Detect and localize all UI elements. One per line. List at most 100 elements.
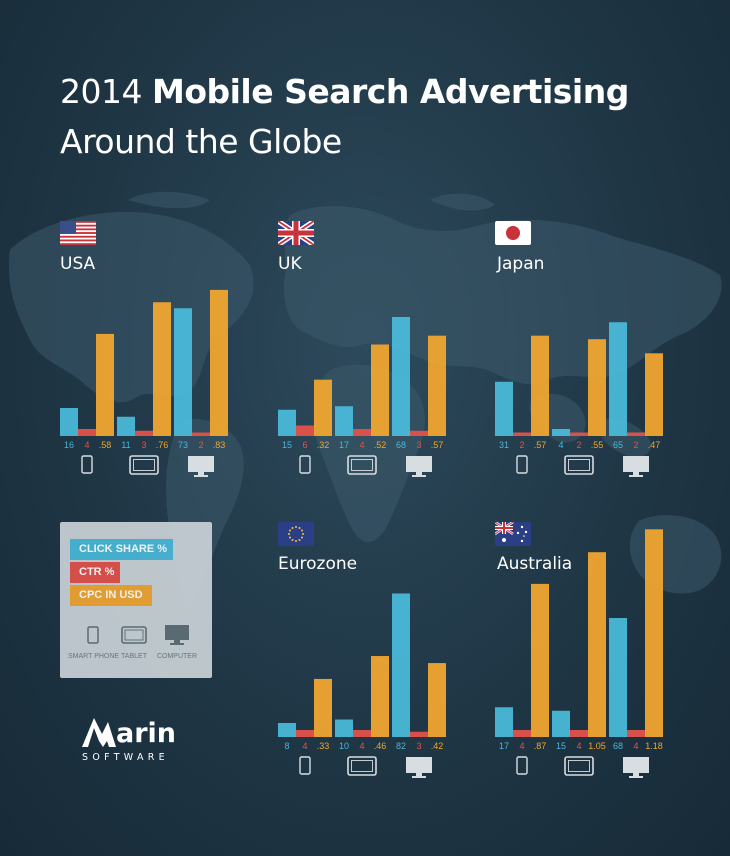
bar-uk-computer-click-share — [392, 317, 410, 436]
data-label-eurozone-tablet-ctr: 4 — [359, 741, 364, 751]
bar-eurozone-computer-ctr — [410, 731, 428, 737]
data-label-eurozone-tablet-cpc: .46 — [374, 741, 387, 751]
tablet-icon — [347, 756, 377, 776]
computer-icon — [188, 456, 214, 477]
country-label-australia: Australia — [497, 554, 573, 574]
data-label-japan-tablet-ctr: 2 — [576, 440, 581, 450]
smartphone-icon — [299, 756, 311, 775]
bar-uk-tablet-click-share — [335, 406, 353, 436]
bar-eurozone-smartphone-cpc — [314, 678, 332, 737]
data-label-usa-tablet-ctr: 3 — [141, 440, 146, 450]
data-label-uk-tablet-click-share: 17 — [339, 440, 349, 450]
tablet-icon — [121, 626, 147, 644]
data-label-uk-computer-click-share: 68 — [396, 440, 406, 450]
data-label-australia-computer-cpc: 1.18 — [645, 741, 663, 751]
bar-japan-smartphone-cpc — [531, 335, 549, 436]
data-label-australia-tablet-ctr: 4 — [576, 741, 581, 751]
bar-australia-smartphone-click-share — [495, 707, 513, 737]
bar-uk-smartphone-cpc — [314, 379, 332, 436]
bar-australia-computer-ctr — [627, 730, 645, 737]
data-label-uk-smartphone-click-share: 15 — [282, 440, 292, 450]
marin-logo-icon — [82, 718, 116, 747]
bar-usa-smartphone-cpc — [96, 333, 114, 436]
bar-australia-smartphone-ctr — [513, 730, 531, 737]
tablet-icon — [564, 455, 594, 475]
computer-icon — [406, 757, 432, 778]
bar-eurozone-tablet-cpc — [371, 656, 389, 737]
smartphone-icon — [516, 756, 528, 775]
data-label-eurozone-computer-ctr: 3 — [416, 741, 421, 751]
data-label-japan-smartphone-ctr: 2 — [519, 440, 524, 450]
tablet-icon — [347, 455, 377, 475]
bar-japan-smartphone-ctr — [513, 432, 531, 436]
data-label-eurozone-tablet-click-share: 10 — [339, 741, 349, 751]
data-label-uk-tablet-ctr: 4 — [359, 440, 364, 450]
data-label-uk-smartphone-ctr: 6 — [302, 440, 307, 450]
country-label-usa: USA — [60, 254, 96, 274]
data-label-usa-smartphone-ctr: 4 — [84, 440, 89, 450]
bar-japan-tablet-cpc — [588, 339, 606, 436]
bar-uk-computer-ctr — [410, 430, 428, 436]
data-label-uk-smartphone-cpc: .32 — [317, 440, 330, 450]
bar-japan-tablet-click-share — [552, 429, 570, 436]
data-label-usa-tablet-cpc: .76 — [156, 440, 169, 450]
bar-japan-tablet-ctr — [570, 432, 588, 436]
legend-item-cpc: CPC IN USD — [70, 585, 152, 606]
bar-uk-computer-cpc — [428, 335, 446, 436]
bar-usa-tablet-cpc — [153, 302, 171, 436]
data-label-eurozone-smartphone-click-share: 8 — [284, 741, 289, 751]
computer-icon — [165, 625, 189, 645]
tablet-icon — [129, 455, 159, 475]
smartphone-icon — [87, 626, 99, 644]
data-label-uk-tablet-cpc: .52 — [374, 440, 387, 450]
bar-eurozone-computer-click-share — [392, 593, 410, 737]
data-label-uk-computer-ctr: 3 — [416, 440, 421, 450]
data-label-uk-computer-cpc: .57 — [431, 440, 444, 450]
computer-icon — [623, 757, 649, 778]
data-label-eurozone-smartphone-ctr: 4 — [302, 741, 307, 751]
data-label-japan-computer-click-share: 65 — [613, 440, 623, 450]
data-label-usa-computer-click-share: 73 — [178, 440, 188, 450]
country-label-eurozone: Eurozone — [278, 554, 358, 574]
data-label-australia-smartphone-cpc: .87 — [534, 741, 547, 751]
smartphone-icon — [516, 455, 528, 474]
legend-item-click-share: CLICK SHARE % — [70, 539, 173, 560]
bar-australia-computer-click-share — [609, 618, 627, 737]
data-label-australia-smartphone-click-share: 17 — [499, 741, 509, 751]
country-label-japan: Japan — [497, 254, 545, 274]
eu-flag-icon — [278, 522, 314, 546]
bar-usa-smartphone-click-share — [60, 408, 78, 436]
bar-uk-smartphone-ctr — [296, 425, 314, 436]
bar-eurozone-smartphone-ctr — [296, 730, 314, 737]
data-label-japan-computer-cpc: .47 — [648, 440, 661, 450]
uk-flag-icon — [278, 221, 314, 245]
bar-usa-tablet-click-share — [117, 416, 135, 436]
data-label-eurozone-smartphone-cpc: .33 — [317, 741, 330, 751]
bar-usa-computer-cpc — [210, 289, 228, 436]
data-label-japan-tablet-cpc: .55 — [591, 440, 604, 450]
computer-icon — [623, 456, 649, 477]
bar-japan-computer-click-share — [609, 322, 627, 436]
bar-eurozone-computer-cpc — [428, 663, 446, 737]
data-label-eurozone-computer-click-share: 82 — [396, 741, 406, 751]
title-year: 2014 — [60, 72, 142, 111]
data-label-japan-smartphone-cpc: .57 — [534, 440, 547, 450]
data-label-eurozone-computer-cpc: .42 — [431, 741, 444, 751]
legend-device-computer: COMPUTER — [156, 653, 198, 660]
computer-icon — [406, 456, 432, 477]
legend-device-smartphone: SMART PHONE — [68, 653, 120, 660]
country-label-uk: UK — [278, 254, 302, 274]
title-bold: Mobile Search Advertising — [151, 72, 629, 111]
data-label-australia-tablet-cpc: 1.05 — [588, 741, 606, 751]
data-label-japan-smartphone-click-share: 31 — [499, 440, 509, 450]
data-label-usa-computer-cpc: .83 — [213, 440, 226, 450]
bar-uk-smartphone-click-share — [278, 409, 296, 436]
data-label-australia-computer-ctr: 4 — [633, 741, 638, 751]
logo-word: arin — [116, 718, 177, 749]
data-label-australia-tablet-click-share: 15 — [556, 741, 566, 751]
bar-australia-tablet-ctr — [570, 730, 588, 737]
bar-usa-computer-click-share — [174, 308, 192, 436]
bar-australia-tablet-click-share — [552, 710, 570, 737]
